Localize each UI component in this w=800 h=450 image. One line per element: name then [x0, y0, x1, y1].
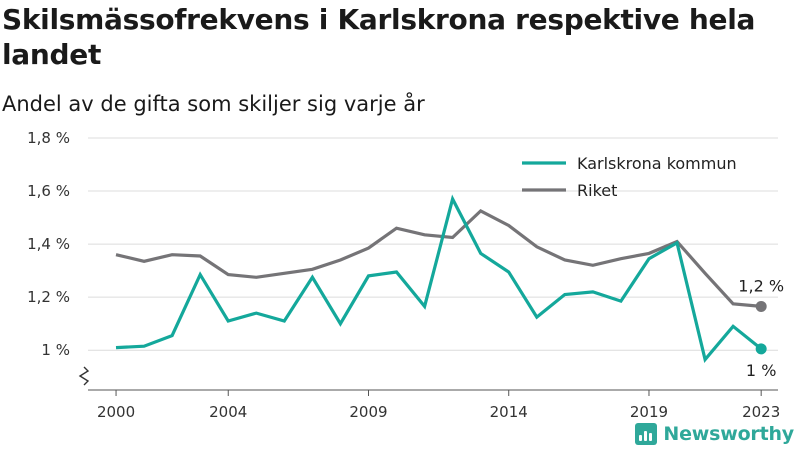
x-tick-label: 2023	[742, 403, 780, 421]
chart-subtitle: Andel av de gifta som skiljer sig varje …	[2, 92, 425, 116]
x-tick-label: 2000	[97, 403, 135, 421]
end-labels: 1 % 1,2 %	[738, 276, 784, 379]
y-tick-label: 1,6 %	[27, 182, 70, 200]
end-label-karlskrona: 1 %	[746, 361, 776, 380]
y-tick-label: 1 %	[41, 341, 70, 359]
y-tick-label: 1,8 %	[27, 129, 70, 147]
series-line-riket	[115, 208, 762, 308]
newsworthy-brand: Newsworthy	[635, 423, 794, 445]
chart-title: Skilsmässofrekvens i Karlskrona respekti…	[2, 3, 756, 71]
brand-name: Newsworthy	[663, 423, 794, 445]
series-lines	[115, 194, 767, 363]
y-tick-label: 1,4 %	[27, 235, 70, 253]
legend-label-riket: Riket	[577, 181, 617, 200]
newsworthy-logo-icon	[635, 423, 658, 445]
end-label-riket: 1,2 %	[738, 276, 784, 295]
legend-label-karlskrona: Karlskrona kommun	[577, 154, 737, 173]
x-tick-label: 2014	[490, 403, 528, 421]
series-line-karlskrona	[115, 194, 763, 363]
end-point-riket	[755, 300, 767, 312]
x-axis: 2000 2004 2009 2014 2019 2023	[88, 389, 780, 421]
y-tick-label: 1,2 %	[27, 288, 70, 306]
x-tick-label: 2019	[630, 403, 668, 421]
end-point-karlskrona	[755, 343, 767, 355]
axis-break-icon	[78, 366, 90, 386]
x-tick-label: 2009	[349, 403, 387, 421]
gridlines	[88, 137, 778, 351]
legend: Karlskrona kommun Riket	[522, 154, 737, 200]
y-axis: 1 % 1,2 % 1,4 % 1,6 % 1,8 %	[27, 129, 90, 386]
x-tick-label: 2004	[209, 403, 247, 421]
